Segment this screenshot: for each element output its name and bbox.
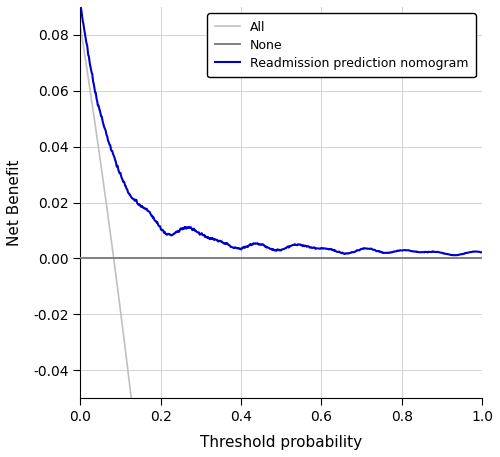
Readmission prediction nomogram — [394, 249, 400, 254]
Line: Readmission prediction nomogram: Readmission prediction nomogram — [81, 7, 482, 255]
Legend: All, None, Readmission prediction nomogram: All, None, Readmission prediction nomogr… — [208, 13, 476, 77]
None — [316, 255, 322, 261]
Readmission prediction nomogram — [468, 249, 473, 255]
Readmission prediction nomogram — [98, 114, 104, 119]
None — [470, 255, 476, 261]
Readmission prediction nomogram — [452, 253, 458, 258]
X-axis label: Threshold probability: Threshold probability — [200, 435, 362, 450]
All — [97, 155, 103, 161]
Readmission prediction nomogram — [262, 244, 268, 249]
None — [294, 255, 300, 261]
Readmission prediction nomogram — [273, 247, 279, 253]
Readmission prediction nomogram — [479, 250, 485, 255]
Line: All: All — [81, 29, 133, 412]
None — [268, 255, 274, 261]
None — [270, 255, 276, 261]
None — [78, 255, 84, 261]
All — [81, 47, 87, 53]
All — [78, 27, 84, 32]
Y-axis label: Net Benefit: Net Benefit — [7, 159, 22, 246]
Readmission prediction nomogram — [78, 5, 84, 10]
All — [105, 212, 111, 218]
None — [406, 255, 412, 261]
All — [122, 346, 128, 352]
All — [130, 409, 136, 415]
All — [82, 52, 88, 58]
All — [96, 147, 102, 153]
Readmission prediction nomogram — [468, 250, 473, 255]
None — [479, 255, 485, 261]
